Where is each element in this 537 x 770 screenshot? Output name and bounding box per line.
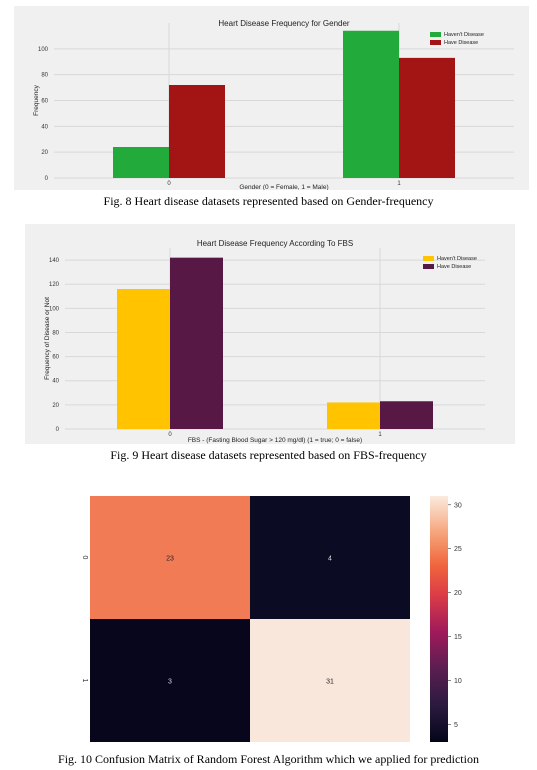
row-label: 0 <box>81 556 88 560</box>
legend-label: Haven't Disease <box>437 256 477 262</box>
gender-chart-svg: 0 20 40 60 80 100 0 1 Heart Disease Frequency fo… <box>33 19 514 191</box>
x-tick-label: 0 <box>168 432 172 438</box>
colorbar-tick-label: 5 <box>454 722 458 729</box>
y-tick-label: 60 <box>52 355 59 361</box>
y-tick-label: 20 <box>52 403 59 409</box>
y-tick-label: 20 <box>41 150 48 156</box>
fbs-frequency-chart: 0 20 40 60 80 100 120 140 0 1 Heart Disease Freque… <box>25 224 515 444</box>
y-tick-label: 140 <box>49 258 60 264</box>
bar-disease <box>380 401 433 429</box>
legend-label: Haven't Disease <box>444 32 484 38</box>
matrix-cell <box>90 496 250 619</box>
y-tick-label: 120 <box>49 282 60 288</box>
bar-disease <box>169 85 225 178</box>
matrix-cell <box>250 496 410 619</box>
fbs-chart-svg: 0 20 40 60 80 100 120 140 0 1 Heart Disease Freque… <box>44 239 485 444</box>
x-axis-label: Gender (0 = Female, 1 = Male) <box>239 184 328 190</box>
bar-no-disease <box>343 30 399 178</box>
y-tick-label: 0 <box>56 427 60 433</box>
row-label: 1 <box>81 679 88 683</box>
colorbar-tick-label: 30 <box>454 502 462 509</box>
bar-disease <box>399 57 455 178</box>
cell-value: 31 <box>326 679 334 686</box>
figure-8-caption: Fig. 8 Heart disease datasets represente… <box>103 194 434 208</box>
confusion-matrix-chart: 234331010151015202530 <box>75 489 475 756</box>
y-tick-label: 80 <box>52 330 59 336</box>
chart-title: Heart Disease Frequency According To FBS <box>197 239 353 248</box>
figure-9-caption: Fig. 9 Heart disease datasets represente… <box>110 448 427 462</box>
y-tick-label: 60 <box>41 99 48 105</box>
figure-10-caption: Fig. 10 Confusion Matrix of Random Fores… <box>58 752 479 766</box>
colorbar-tick-label: 10 <box>454 678 462 685</box>
colorbar-tick-label: 20 <box>454 590 462 597</box>
cell-value: 23 <box>166 556 174 563</box>
y-tick-label: 100 <box>38 47 49 53</box>
bar-disease <box>170 257 223 429</box>
bar-no-disease <box>117 289 170 429</box>
legend-label: Have Disease <box>437 264 471 270</box>
matrix-cell <box>90 619 250 742</box>
bar-no-disease <box>327 402 380 429</box>
x-tick-label: 0 <box>167 181 171 187</box>
confusion-matrix-svg: 234331010151015202530 <box>81 496 462 756</box>
y-tick-label: 40 <box>41 124 48 130</box>
x-tick-label: 1 <box>397 181 401 187</box>
x-tick-label: 1 <box>378 432 382 438</box>
legend-swatch <box>423 264 434 269</box>
y-tick-label: 100 <box>49 306 60 312</box>
cell-value: 4 <box>328 556 332 563</box>
y-tick-label: 80 <box>41 73 48 79</box>
gender-frequency-chart: 0 20 40 60 80 100 0 1 Heart Disease Frequency fo… <box>14 6 529 191</box>
x-axis-label: FBS - (Fasting Blood Sugar > 120 mg/dl) … <box>188 437 362 444</box>
legend-swatch <box>430 40 441 45</box>
legend-swatch <box>430 32 441 37</box>
cell-value: 3 <box>168 679 172 686</box>
legend-label: Have Disease <box>444 40 478 46</box>
chart-title: Heart Disease Frequency for Gender <box>218 19 350 28</box>
y-tick-label: 40 <box>52 379 59 385</box>
bar-no-disease <box>113 147 169 178</box>
colorbar-tick-label: 15 <box>454 634 462 641</box>
matrix-cell <box>250 619 410 742</box>
y-axis-label: Frequency of Disease or Not <box>44 297 51 380</box>
legend-swatch <box>423 256 434 261</box>
y-axis-label: Frequency <box>33 84 40 115</box>
colorbar <box>430 496 448 742</box>
y-tick-label: 0 <box>45 176 49 182</box>
colorbar-tick-label: 25 <box>454 546 462 553</box>
